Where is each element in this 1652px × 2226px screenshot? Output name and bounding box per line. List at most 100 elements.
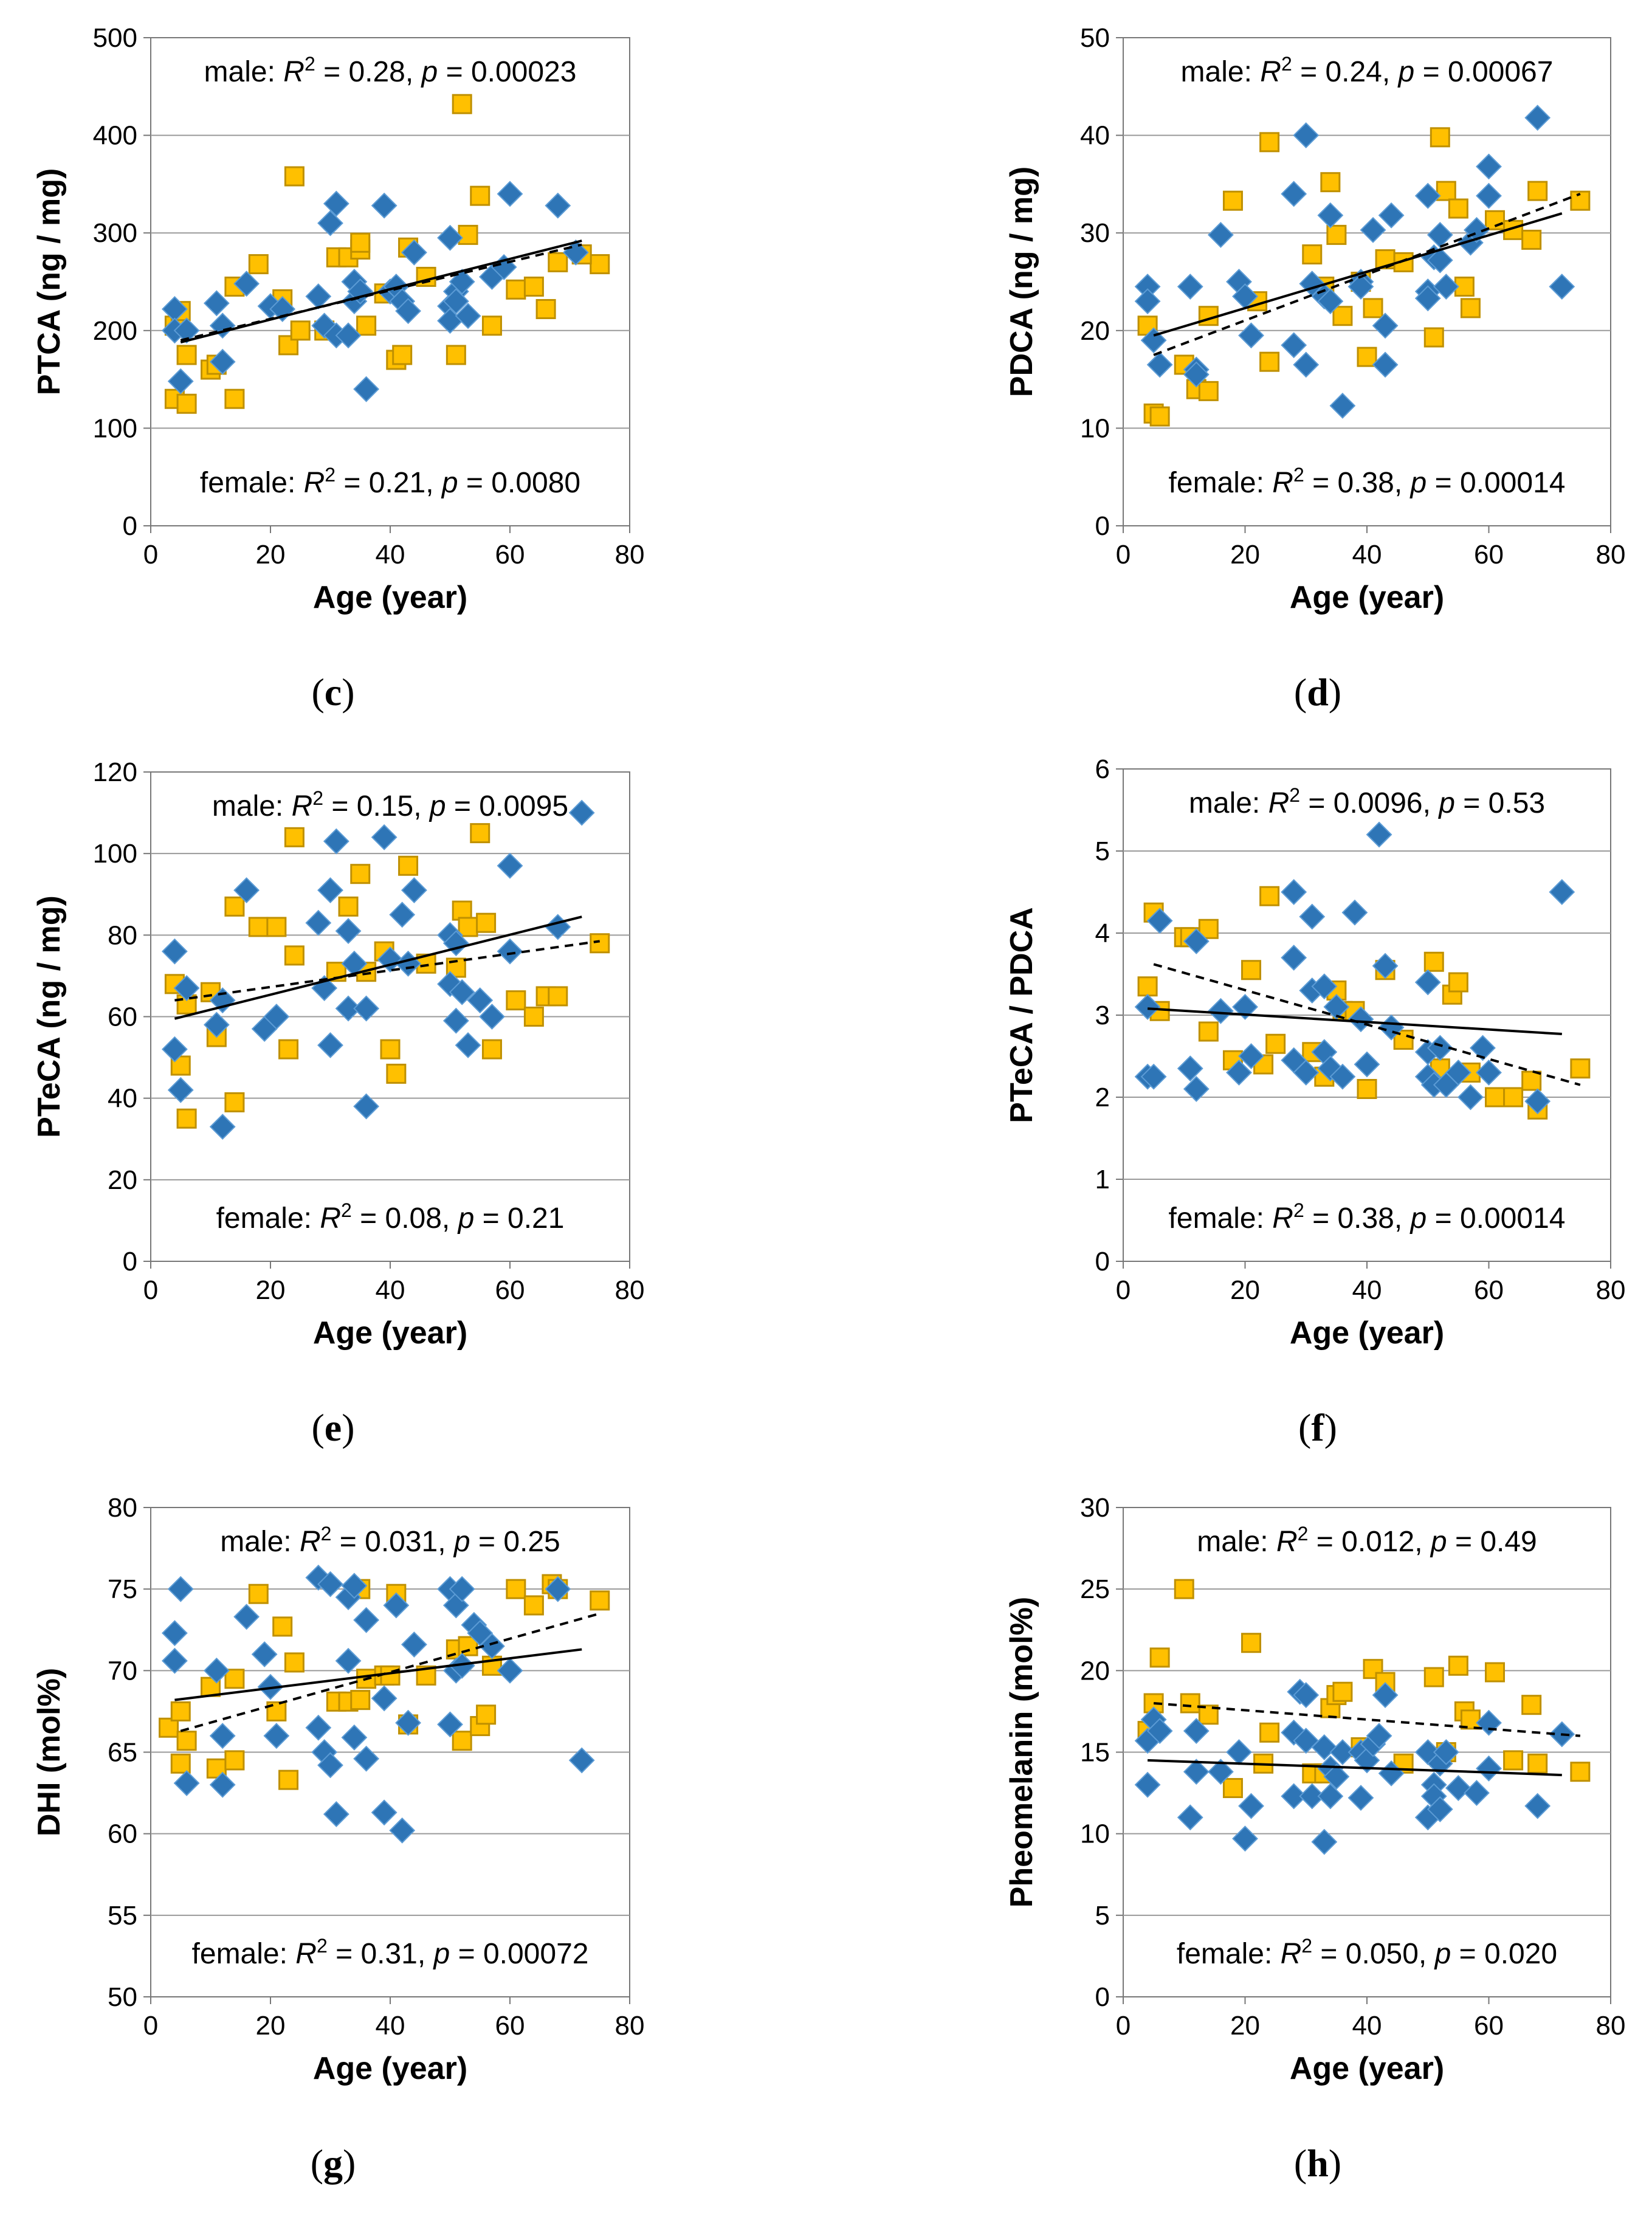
- y-tick-label: 65: [108, 1738, 137, 1768]
- x-tick-label: 20: [256, 540, 286, 570]
- panel-label: (h): [1294, 2142, 1341, 2185]
- female-point: [1198, 1021, 1219, 1042]
- male-point: [1238, 1043, 1264, 1069]
- male-point: [1293, 1682, 1320, 1708]
- male-point: [1281, 879, 1307, 905]
- male-point: [383, 1592, 410, 1619]
- male-point: [449, 979, 475, 1005]
- female-point: [278, 1769, 299, 1790]
- male-stats-annotation: male: R2 = 0.012, p = 0.49: [1197, 1523, 1537, 1558]
- female-point: [350, 864, 371, 884]
- male-point: [1329, 393, 1356, 419]
- y-tick-label: 0: [1095, 1982, 1110, 2012]
- male-point: [173, 975, 200, 1001]
- male-point: [209, 1723, 236, 1749]
- male-point: [161, 1036, 188, 1063]
- male-point: [203, 1011, 230, 1038]
- female-point: [470, 185, 490, 206]
- male-point: [1524, 105, 1551, 131]
- x-axis-label: Age (year): [313, 580, 467, 615]
- x-tick-label: 40: [376, 2011, 405, 2041]
- male-point: [1427, 1796, 1453, 1822]
- male-point: [233, 270, 260, 297]
- female-point: [176, 1731, 197, 1751]
- male-point: [1207, 221, 1234, 248]
- x-tick-label: 80: [1596, 2011, 1626, 2041]
- x-tick-label: 60: [495, 540, 525, 570]
- panel-label: (e): [311, 1406, 354, 1449]
- y-tick-label: 0: [1095, 511, 1110, 541]
- male-point: [1317, 288, 1344, 315]
- male-point: [449, 1652, 475, 1679]
- male-point: [1414, 285, 1441, 312]
- male-point: [1293, 1060, 1320, 1086]
- male-point: [251, 1641, 278, 1667]
- female-point: [1259, 886, 1280, 906]
- male-point: [545, 192, 571, 219]
- male-point: [317, 210, 343, 236]
- female-point: [224, 896, 245, 917]
- male-point: [1360, 216, 1386, 243]
- male-point: [1281, 945, 1307, 971]
- female-fit-line: [174, 940, 601, 1002]
- male-point: [1549, 879, 1575, 905]
- male-point: [1146, 351, 1173, 378]
- y-axis-label: PDCA (ng / mg): [1004, 167, 1039, 397]
- male-point: [341, 1573, 368, 1599]
- female-point: [458, 917, 478, 937]
- male-point: [1238, 1793, 1264, 1819]
- y-tick-label: 100: [93, 413, 137, 443]
- male-point: [203, 290, 230, 317]
- female-point: [523, 277, 544, 297]
- male-point: [353, 1745, 380, 1772]
- female-point: [1222, 1778, 1243, 1799]
- male-point: [1317, 202, 1344, 229]
- female-point: [176, 393, 197, 414]
- male-point: [1281, 332, 1307, 359]
- male-point: [1366, 821, 1392, 848]
- y-tick-label: 4: [1095, 918, 1110, 948]
- female-point: [1527, 1753, 1548, 1774]
- y-tick-label: 20: [1080, 1656, 1110, 1686]
- male-point: [1445, 1775, 1471, 1801]
- male-point: [1433, 274, 1459, 300]
- x-tick-label: 60: [1474, 1275, 1504, 1305]
- male-point: [1177, 1055, 1203, 1082]
- x-tick-label: 80: [1596, 1275, 1626, 1305]
- female-point: [1357, 1079, 1377, 1099]
- female-point: [272, 1616, 293, 1637]
- female-point: [1241, 960, 1262, 980]
- x-tick-label: 20: [256, 1275, 286, 1305]
- female-point: [1363, 298, 1383, 319]
- x-tick-label: 0: [1116, 1275, 1131, 1305]
- male-point: [305, 1714, 332, 1741]
- y-tick-label: 30: [1080, 1493, 1110, 1523]
- female-point: [1149, 406, 1170, 427]
- y-tick-label: 200: [93, 316, 137, 346]
- male-point: [371, 1799, 398, 1826]
- male-point: [389, 1817, 416, 1844]
- x-tick-label: 80: [1596, 540, 1626, 570]
- y-tick-label: 0: [123, 1247, 137, 1277]
- female-point: [224, 1750, 245, 1771]
- female-point: [470, 823, 490, 844]
- panel-label: (d): [1294, 670, 1341, 714]
- male-point: [1146, 1718, 1173, 1745]
- female-point: [284, 1652, 305, 1673]
- female-fit-line: [1153, 1702, 1581, 1737]
- x-tick-label: 40: [376, 540, 405, 570]
- y-tick-label: 60: [108, 1819, 137, 1849]
- y-tick-label: 75: [108, 1574, 137, 1604]
- female-stats-annotation: female: R2 = 0.38, p = 0.00014: [1169, 1199, 1566, 1235]
- male-point: [1524, 1793, 1551, 1819]
- male-point: [1476, 182, 1502, 209]
- female-point: [1430, 127, 1450, 148]
- female-point: [1332, 306, 1353, 326]
- male-point: [1311, 1734, 1338, 1760]
- female-point: [176, 345, 197, 365]
- male-point: [1317, 1783, 1344, 1810]
- x-tick-label: 0: [143, 2011, 158, 2041]
- male-point: [1226, 1060, 1252, 1086]
- female-point: [1448, 972, 1468, 993]
